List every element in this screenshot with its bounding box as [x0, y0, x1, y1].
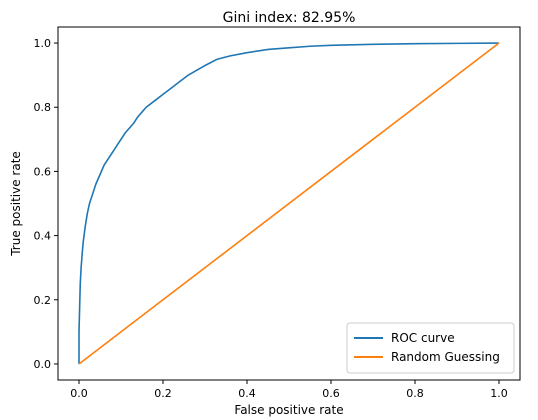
x-tick-label: 0.8 [406, 387, 424, 400]
series-line-roc-curve [78, 42, 500, 364]
y-tick-label: 0.2 [34, 294, 52, 307]
x-axis-ticks: 0.0 0.2 0.4 0.6 0.8 1.0 [70, 380, 508, 400]
series-line-random-guessing [78, 42, 500, 365]
y-tick-label: 0.6 [34, 165, 52, 178]
x-tick-label: 0.4 [238, 387, 256, 400]
x-tick-label: 1.0 [490, 387, 508, 400]
legend: ROC curve Random Guessing [346, 322, 515, 374]
x-tick-label: 0.2 [154, 387, 172, 400]
y-tick-label: 1.0 [34, 37, 52, 50]
chart-title: Gini index: 82.95% [223, 10, 356, 26]
y-axis-label: True positive rate [9, 151, 23, 257]
x-tick-label: 0.6 [322, 387, 340, 400]
axes-frame [57, 26, 521, 381]
legend-label-roc-curve: ROC curve [391, 331, 455, 345]
x-tick-label: 0.0 [70, 387, 88, 400]
legend-label-random-guessing: Random Guessing [391, 350, 500, 364]
y-axis-ticks: 0.0 0.2 0.4 0.6 0.8 1.0 [34, 37, 58, 371]
legend-box [346, 322, 515, 374]
x-axis-label: False positive rate [234, 403, 343, 417]
y-tick-label: 0.8 [34, 101, 52, 114]
plot-area [57, 26, 521, 381]
y-tick-label: 0.0 [34, 358, 52, 371]
y-tick-label: 0.4 [34, 230, 52, 243]
series-layer [78, 42, 500, 365]
